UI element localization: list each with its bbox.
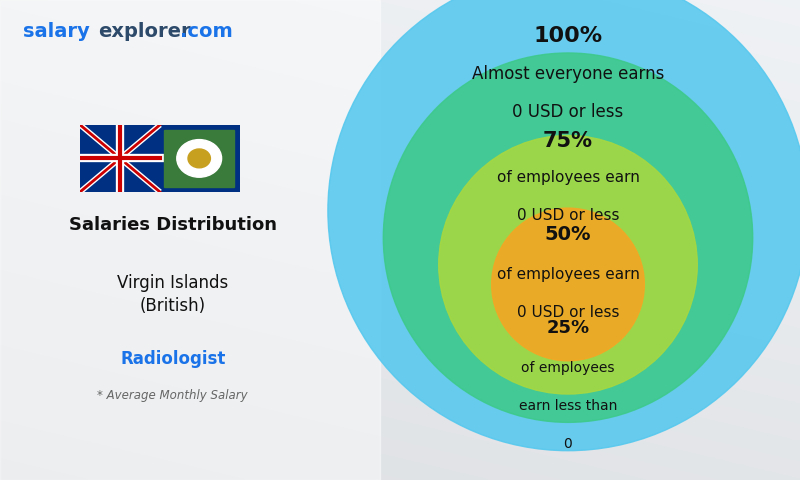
Text: 100%: 100%	[534, 26, 602, 46]
Text: salary: salary	[23, 22, 90, 41]
Text: 0 USD or less: 0 USD or less	[517, 305, 619, 320]
Text: Radiologist: Radiologist	[120, 350, 226, 369]
Text: of employees: of employees	[522, 361, 614, 375]
Text: 0 USD or less: 0 USD or less	[517, 208, 619, 223]
Circle shape	[328, 0, 800, 451]
Circle shape	[383, 53, 753, 422]
Text: 0 USD or less: 0 USD or less	[512, 104, 624, 121]
Text: earn less than: earn less than	[519, 399, 617, 413]
Text: Almost everyone earns: Almost everyone earns	[472, 65, 664, 84]
Text: 25%: 25%	[546, 319, 590, 337]
Circle shape	[177, 140, 222, 177]
Bar	[0, 0, 380, 480]
Text: .com: .com	[181, 22, 234, 41]
Text: 50%: 50%	[545, 225, 591, 244]
Circle shape	[188, 149, 210, 168]
Text: 0: 0	[564, 437, 572, 451]
Text: Salaries Distribution: Salaries Distribution	[69, 216, 277, 234]
Text: * Average Monthly Salary: * Average Monthly Salary	[98, 389, 248, 402]
Text: explorer: explorer	[98, 22, 190, 41]
Text: of employees earn: of employees earn	[497, 267, 639, 282]
Text: 75%: 75%	[543, 131, 593, 151]
Text: Virgin Islands
(British): Virgin Islands (British)	[117, 274, 229, 315]
Circle shape	[492, 208, 644, 361]
Bar	[164, 130, 234, 187]
Text: of employees earn: of employees earn	[497, 170, 639, 185]
Circle shape	[438, 135, 698, 394]
